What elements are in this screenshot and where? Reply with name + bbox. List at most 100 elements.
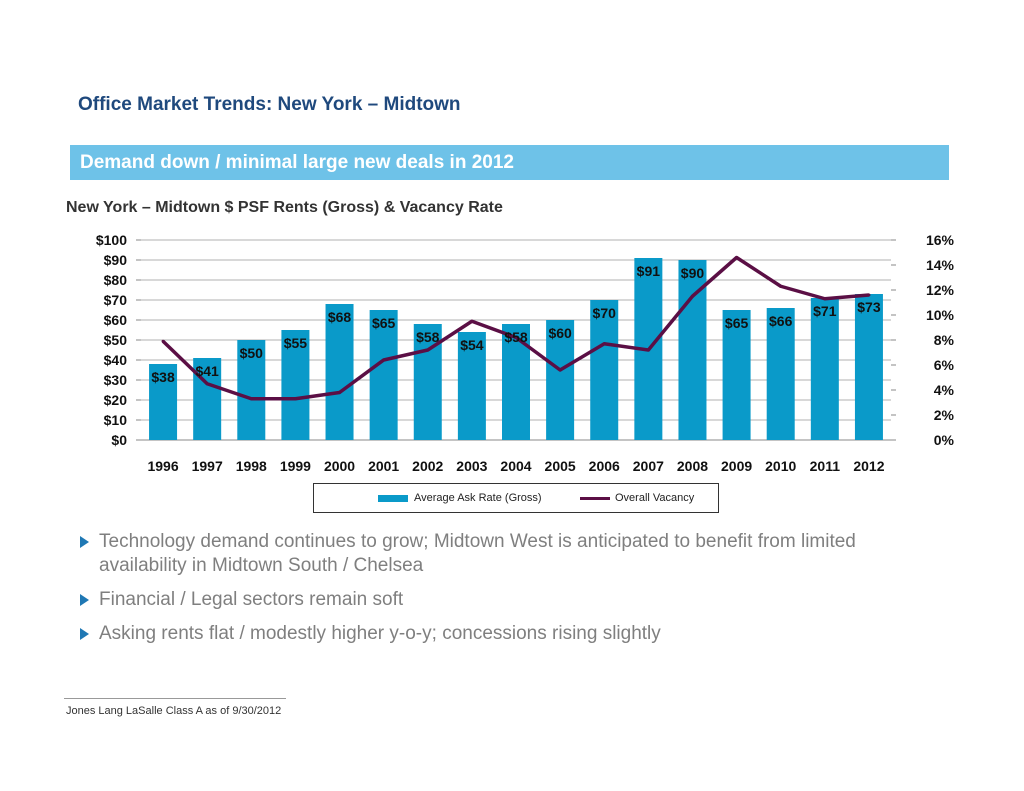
vacancy-point-1997 bbox=[205, 382, 209, 386]
y-left-tick-label: $90 bbox=[104, 252, 128, 268]
bar-data-label: $91 bbox=[637, 263, 661, 279]
legend-bar-label: Average Ask Rate (Gross) bbox=[414, 492, 542, 504]
y-left-tick-label: $20 bbox=[104, 392, 128, 408]
legend-line-label: Overall Vacancy bbox=[615, 492, 695, 504]
x-tick-label: 1996 bbox=[147, 458, 178, 474]
bar-data-label: $60 bbox=[548, 325, 572, 341]
vacancy-point-2010 bbox=[779, 284, 783, 288]
bar-data-label: $90 bbox=[681, 265, 705, 281]
bar-data-label: $50 bbox=[240, 345, 264, 361]
x-tick-label: 2002 bbox=[412, 458, 443, 474]
bullet-text: Technology demand continues to grow; Mid… bbox=[99, 531, 856, 576]
bar-1997 bbox=[193, 358, 222, 440]
bullet-item: Financial / Legal sectors remain soft bbox=[80, 588, 940, 612]
bar-data-label: $73 bbox=[857, 299, 881, 315]
y-right-tick-label: 0% bbox=[934, 432, 955, 448]
vacancy-point-2012 bbox=[867, 293, 871, 297]
vacancy-point-2001 bbox=[382, 358, 386, 362]
x-tick-label: 2011 bbox=[810, 458, 841, 474]
triangle-bullet-icon bbox=[80, 536, 89, 548]
bar-data-label: $38 bbox=[151, 369, 175, 385]
y-right-tick-label: 6% bbox=[934, 357, 955, 373]
x-tick-label: 2003 bbox=[456, 458, 487, 474]
bar-2005 bbox=[546, 320, 575, 440]
vacancy-point-2007 bbox=[646, 348, 650, 352]
vacancy-point-2004 bbox=[514, 336, 518, 339]
bullet-list: Technology demand continues to grow; Mid… bbox=[80, 530, 940, 656]
y-left-tick-label: $80 bbox=[104, 272, 128, 288]
y-left-tick-label: $50 bbox=[104, 332, 128, 348]
vacancy-point-1998 bbox=[249, 397, 253, 401]
vacancy-point-2002 bbox=[426, 348, 430, 352]
bar-1999 bbox=[281, 330, 310, 440]
bar-data-label: $66 bbox=[769, 313, 793, 329]
y-right-tick-label: 12% bbox=[926, 282, 955, 298]
x-tick-label: 2009 bbox=[721, 458, 752, 474]
vacancy-point-2008 bbox=[690, 294, 694, 298]
bar-data-label: $70 bbox=[593, 305, 617, 321]
legend-line-swatch bbox=[580, 497, 610, 500]
bar-1996 bbox=[149, 364, 178, 440]
x-tick-label: 2012 bbox=[853, 458, 884, 474]
headline-banner: Demand down / minimal large new deals in… bbox=[70, 145, 949, 180]
x-tick-label: 2001 bbox=[368, 458, 399, 474]
x-tick-label: 1997 bbox=[192, 458, 223, 474]
bullet-item: Asking rents flat / modestly higher y-o-… bbox=[80, 622, 940, 646]
bar-data-label: $58 bbox=[416, 329, 440, 345]
bullet-item: Technology demand continues to grow; Mid… bbox=[80, 530, 940, 578]
bullet-text: Asking rents flat / modestly higher y-o-… bbox=[99, 623, 661, 644]
triangle-bullet-icon bbox=[80, 594, 89, 606]
bar-2001 bbox=[369, 310, 398, 440]
bar-data-label: $55 bbox=[284, 335, 308, 351]
y-left-tick-label: $40 bbox=[104, 352, 128, 368]
banner-text: Demand down / minimal large new deals in… bbox=[80, 152, 514, 173]
x-tick-label: 1998 bbox=[236, 458, 267, 474]
chart-title: New York – Midtown $ PSF Rents (Gross) &… bbox=[66, 199, 503, 216]
vacancy-point-2005 bbox=[558, 368, 562, 372]
y-left-tick-label: $70 bbox=[104, 292, 128, 308]
source-footnote: Jones Lang LaSalle Class A as of 9/30/20… bbox=[66, 705, 282, 717]
x-tick-label: 2010 bbox=[765, 458, 796, 474]
footer-divider bbox=[64, 698, 286, 699]
x-tick-label: 2007 bbox=[633, 458, 664, 474]
x-tick-label: 2000 bbox=[324, 458, 355, 474]
chart-legend: Average Ask Rate (Gross) Overall Vacancy bbox=[313, 483, 719, 513]
vacancy-point-1996 bbox=[161, 339, 165, 343]
vacancy-point-1999 bbox=[293, 397, 297, 401]
bar-2003 bbox=[457, 332, 486, 440]
vacancy-point-2003 bbox=[470, 319, 474, 323]
bar-1998 bbox=[237, 340, 266, 440]
bar-data-label: $58 bbox=[504, 329, 528, 345]
vacancy-point-2006 bbox=[602, 342, 606, 346]
bar-data-label: $71 bbox=[813, 303, 837, 319]
vacancy-point-2000 bbox=[338, 391, 342, 394]
bar-2006 bbox=[590, 300, 619, 440]
vacancy-point-2011 bbox=[823, 297, 827, 301]
page-title: Office Market Trends: New York – Midtown bbox=[78, 94, 461, 115]
y-left-tick-label: $30 bbox=[104, 372, 128, 388]
bullet-text: Financial / Legal sectors remain soft bbox=[99, 589, 404, 610]
triangle-bullet-icon bbox=[80, 628, 89, 640]
y-right-tick-label: 2% bbox=[934, 407, 955, 423]
y-left-tick-label: $100 bbox=[96, 232, 127, 248]
y-left-tick-label: $0 bbox=[111, 432, 127, 448]
y-right-tick-label: 8% bbox=[934, 332, 955, 348]
vacancy-point-2009 bbox=[735, 256, 739, 259]
y-right-tick-label: 4% bbox=[934, 382, 955, 398]
y-right-tick-label: 16% bbox=[926, 232, 955, 248]
bar-data-label: $68 bbox=[328, 309, 352, 325]
bar-2000 bbox=[325, 304, 354, 440]
y-right-tick-label: 14% bbox=[926, 257, 955, 273]
bar-data-label: $41 bbox=[195, 363, 219, 379]
bar-data-label: $65 bbox=[725, 315, 749, 331]
y-left-tick-label: $10 bbox=[104, 412, 128, 428]
y-left-tick-label: $60 bbox=[104, 312, 128, 328]
x-tick-label: 2008 bbox=[677, 458, 708, 474]
x-tick-label: 2005 bbox=[545, 458, 576, 474]
bar-2012 bbox=[854, 294, 883, 440]
y-right-tick-label: 10% bbox=[926, 307, 955, 323]
bar-2010 bbox=[766, 308, 795, 440]
x-tick-label: 1999 bbox=[280, 458, 311, 474]
bar-2011 bbox=[810, 298, 839, 440]
